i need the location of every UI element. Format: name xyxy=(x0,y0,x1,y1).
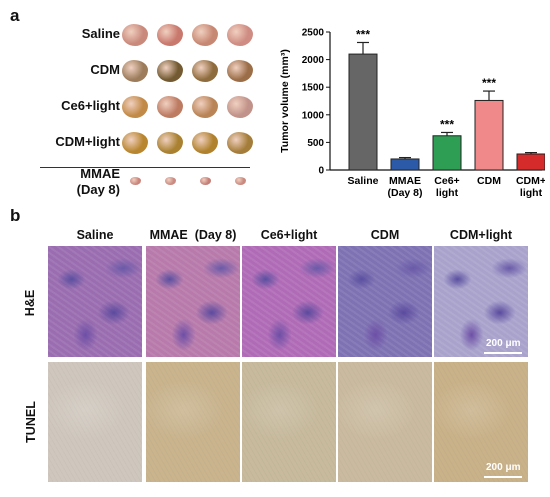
histology-column-header: CDM+light xyxy=(449,228,513,242)
tumor-photo xyxy=(192,96,218,118)
histology-column-header: MMAE (Day 8) xyxy=(149,228,237,242)
tumor-photo xyxy=(164,177,176,185)
bar xyxy=(348,53,378,171)
tunel-stain-image xyxy=(434,362,528,482)
y-tick-label: 500 xyxy=(307,138,324,149)
photo-row-label: Saline xyxy=(81,26,120,41)
bar xyxy=(474,99,504,171)
he-stain-image xyxy=(434,246,528,357)
photo-row-label: MMAE (Day 8) xyxy=(76,166,120,197)
y-tick-label: 2000 xyxy=(302,55,325,66)
row-label-he: H&E xyxy=(23,289,38,317)
y-tick-label: 1000 xyxy=(302,110,325,121)
he-stain-image xyxy=(242,246,336,357)
he-scale-label: 200 μm xyxy=(486,338,521,349)
tumor-photo xyxy=(122,60,148,82)
significance-mark: *** xyxy=(482,76,496,90)
tumor-photo xyxy=(129,177,141,185)
tumor-photo xyxy=(192,132,218,154)
x-tick-label: Saline xyxy=(348,175,379,187)
x-tick-label: (Day 8) xyxy=(387,187,422,199)
tumor-photo xyxy=(227,96,253,118)
tumor-photo xyxy=(157,24,183,46)
he-stain-image xyxy=(338,246,432,357)
tunel-stain-image xyxy=(48,362,142,482)
bar xyxy=(432,135,462,171)
x-tick-label: MMAE xyxy=(389,175,421,187)
row-label-tunel: TUNEL xyxy=(23,401,38,443)
tumor-photo xyxy=(192,24,218,46)
photo-row-label: CDM+light xyxy=(55,134,120,149)
tumor-photo xyxy=(227,60,253,82)
x-tick-label: light xyxy=(520,187,543,199)
panel-a-letter: a xyxy=(10,6,20,25)
x-tick-label: light xyxy=(436,187,459,199)
bar xyxy=(516,153,545,171)
significance-mark: *** xyxy=(440,117,454,131)
he-stain-image xyxy=(48,246,142,357)
he-stain-image xyxy=(146,246,240,357)
bar xyxy=(390,158,420,171)
histology-column-header: CDM xyxy=(370,228,400,242)
tumor-photo xyxy=(157,60,183,82)
tumor-photo xyxy=(122,24,148,46)
histology-column-header: Saline xyxy=(76,228,114,242)
photo-row-label: Ce6+light xyxy=(61,98,120,113)
y-tick-label: 1500 xyxy=(302,83,325,94)
tumor-photo xyxy=(122,96,148,118)
row-divider xyxy=(40,167,250,168)
histology-column-header: Ce6+light xyxy=(260,228,318,242)
tunel-scale-bar xyxy=(484,476,522,478)
x-tick-label: CDM+ xyxy=(516,175,545,187)
tunel-stain-image xyxy=(146,362,240,482)
tunel-scale-label: 200 μm xyxy=(486,462,521,473)
tumor-photo xyxy=(227,132,253,154)
tumor-photo xyxy=(157,96,183,118)
tumor-volume-bar-chart: 0 500 1000 1500 2000 2500 Tumor volume (mm³) **… xyxy=(279,27,545,199)
x-tick-label: Ce6+ xyxy=(434,175,459,187)
y-axis-label: Tumor volume (mm³) xyxy=(279,49,291,153)
y-tick-label: 0 xyxy=(318,166,324,177)
tumor-photo xyxy=(157,132,183,154)
tumor-photo xyxy=(122,132,148,154)
panel-b-letter: b xyxy=(10,206,21,225)
tumor-photo xyxy=(227,24,253,46)
significance-mark: *** xyxy=(356,27,370,41)
photo-row-label: CDM xyxy=(90,62,120,77)
tumor-photo xyxy=(234,177,246,185)
tumor-photo xyxy=(199,177,211,185)
he-scale-bar xyxy=(484,352,522,354)
tunel-stain-image xyxy=(338,362,432,482)
tumor-photo xyxy=(192,60,218,82)
x-tick-label: CDM xyxy=(477,175,501,187)
y-tick-label: 2500 xyxy=(302,28,325,39)
tunel-stain-image xyxy=(242,362,336,482)
